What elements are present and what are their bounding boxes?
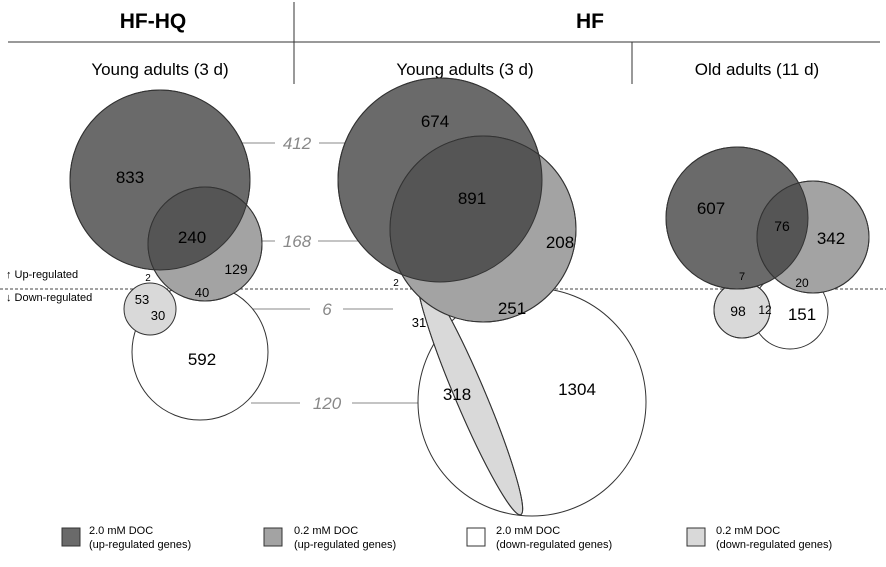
count-hf-young-up02-down2: 251: [498, 299, 526, 318]
outline-hf-old-up-0-2mM: [756, 180, 870, 294]
legend-label-up-0-2mM-line2: (up-regulated genes): [294, 539, 396, 551]
legend-label-up-0-2mM-line1: 0.2 mM DOC: [294, 525, 358, 537]
count-hf-old-up-2mM-only: 607: [697, 199, 725, 218]
count-hfhq-up02-down2: 40: [195, 285, 209, 300]
count-hf-young-up2-down02: 2: [393, 278, 399, 289]
venn-hf-old: 607 76 342 7 20 98 12 151: [665, 146, 870, 350]
overlap-down-2mM: 120: [313, 394, 342, 413]
legend-label-up-2mM-line2: (up-regulated genes): [89, 539, 191, 551]
legend-item-down-2mM: 2.0 mM DOC (down-regulated genes): [466, 525, 612, 551]
outline-hfhq-up-2mM: [69, 89, 251, 271]
outline-hfhq-up-0-2mM: [147, 186, 263, 302]
count-hfhq-up-shared: 240: [178, 228, 206, 247]
venn-hfhq-young: 833 240 129 2 40 53 30 592: [69, 89, 269, 421]
legend-label-down-0-2mM-line1: 0.2 mM DOC: [716, 525, 780, 537]
subtitle-hf-young: Young adults (3 d): [396, 60, 533, 79]
count-hfhq-up-0-2mM-only: 129: [224, 261, 248, 277]
legend-item-up-0-2mM: 0.2 mM DOC (up-regulated genes): [263, 525, 396, 551]
outline-hf-old-up-2mM: [665, 146, 809, 290]
down-regulated-label: ↓ Down-regulated: [6, 292, 92, 304]
count-hf-young-up-2mM-only: 674: [421, 112, 449, 131]
subtitle-hf-old: Old adults (11 d): [695, 60, 819, 79]
overlap-down-0-2mM: 6: [322, 300, 332, 319]
outline-hf-young-up-0-2mM: [389, 135, 577, 323]
count-hf-old-up-shared: 76: [774, 218, 790, 234]
group-title-hf: HF: [576, 10, 604, 33]
region-hf-old-up-shared: [757, 181, 808, 289]
count-hf-old-up2-down02: 7: [739, 271, 745, 283]
legend-item-down-0-2mM: 0.2 mM DOC (down-regulated genes): [686, 525, 832, 551]
legend-label-down-2mM-line1: 2.0 mM DOC: [496, 525, 560, 537]
count-hfhq-down-shared: 30: [151, 308, 165, 323]
legend-item-up-2mM: 2.0 mM DOC (up-regulated genes): [61, 525, 191, 551]
count-hf-young-down-2mM-only: 1304: [558, 380, 596, 399]
header: HF-HQ HF Young adults (3 d) Young adults…: [8, 2, 880, 84]
circle-hfhq-down-0-2mM: [123, 282, 177, 336]
overlap-up-2mM: 412: [283, 134, 312, 153]
count-hf-old-up02-down2: 20: [795, 276, 809, 290]
count-hf-young-up-0-2mM-only: 208: [546, 233, 574, 252]
count-hf-young-down-shared: 318: [443, 385, 471, 404]
count-hfhq-down-2mM-only: 592: [188, 350, 216, 369]
legend-swatch-up-0-2mM: [263, 527, 283, 547]
legend: 2.0 mM DOC (up-regulated genes) 0.2 mM D…: [61, 525, 832, 551]
group-title-hfhq: HF-HQ: [120, 10, 187, 33]
count-hf-old-down-2mM-only: 151: [788, 305, 816, 324]
legend-label-down-2mM-line2: (down-regulated genes): [496, 539, 612, 551]
legend-swatch-up-2mM: [61, 527, 81, 547]
cross-overlap-labels: 412 168 6 120: [283, 134, 342, 413]
legend-label-down-0-2mM-line2: (down-regulated genes): [716, 539, 832, 551]
region-hfhq-up-shared: [148, 187, 250, 270]
count-hfhq-up2-down02: 2: [145, 273, 151, 284]
legend-swatch-down-0-2mM: [686, 527, 706, 547]
overlap-up-0-2mM: 168: [283, 232, 312, 251]
subtitle-hfhq-young: Young adults (3 d): [91, 60, 228, 79]
venn-hf-young: 674 891 208 2 251 31 318 1304: [337, 77, 647, 517]
count-hf-young-up-shared: 891: [458, 189, 486, 208]
legend-swatch-down-2mM: [466, 527, 486, 547]
up-regulated-label: ↑ Up-regulated: [6, 269, 78, 281]
count-hf-old-up-0-2mM-only: 342: [817, 229, 845, 248]
count-hfhq-up-2mM-only: 833: [116, 168, 144, 187]
count-hf-old-down-0-2mM-only: 98: [730, 303, 746, 319]
legend-label-up-2mM-line1: 2.0 mM DOC: [89, 525, 153, 537]
count-hf-young-down-0-2mM-only: 31: [412, 315, 426, 330]
outline-hf-young-up-2mM: [337, 77, 543, 283]
count-hf-old-down-shared: 12: [758, 303, 772, 317]
count-hfhq-down-0-2mM-only: 53: [135, 292, 149, 307]
